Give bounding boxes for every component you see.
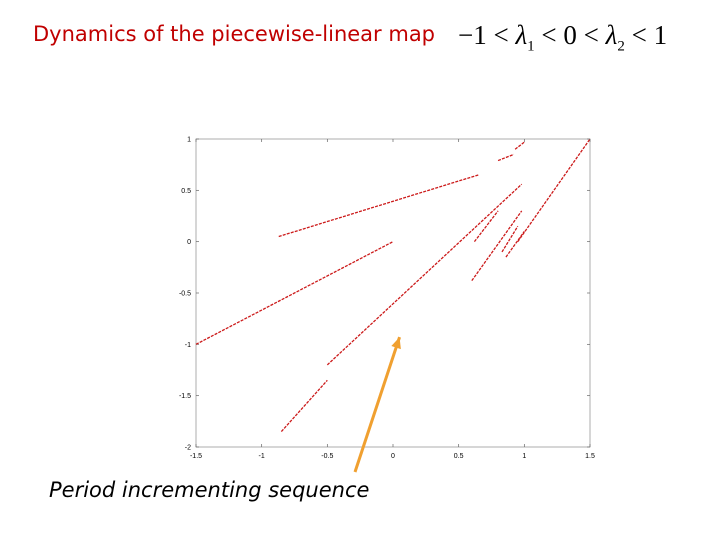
y-tick-label: -1.5	[179, 393, 191, 400]
data-segment	[471, 210, 523, 282]
axes	[195, 138, 591, 448]
x-tick-label: -0.5	[321, 453, 333, 460]
y-tick-label: 0.5	[181, 188, 191, 195]
x-tick-label: 1.5	[585, 453, 595, 460]
slide-title: Dynamics of the piecewise-linear map	[33, 22, 436, 46]
formula-part: −1 <	[458, 20, 516, 50]
subscript: 1	[527, 38, 535, 55]
x-tick-label: 0.5	[454, 453, 464, 460]
data-segment	[278, 174, 479, 238]
data-segment	[473, 210, 499, 243]
x-tick-label: -1	[259, 453, 265, 460]
x-tick-label: 1	[522, 453, 526, 460]
subscript: 2	[617, 38, 625, 55]
arrow-shaft	[353, 336, 401, 473]
data-segment	[497, 153, 515, 162]
y-tick-label: -2	[185, 445, 191, 452]
data-segment	[326, 183, 523, 366]
y-tick-label: 1	[187, 137, 191, 144]
data-segment	[514, 141, 525, 150]
data-segment	[501, 225, 519, 253]
formula-part: < 0 <	[534, 20, 606, 50]
y-tick-label: -0.5	[179, 291, 191, 298]
data-segment	[195, 241, 394, 345]
x-tick-label: -1.5	[190, 453, 202, 460]
x-tick-label: 0	[391, 453, 395, 460]
data-segment	[517, 138, 591, 243]
y-tick-label: 0	[187, 239, 191, 246]
annotation-caption: Period incrementing sequence	[49, 478, 370, 502]
formula-part: < 1	[624, 20, 668, 50]
data-segment	[280, 379, 328, 433]
tick-labels: -1.5 -1 -0.5 0 0.5 1 1.510.50-0.5-1-1.5-2	[179, 137, 595, 461]
lambda-symbol: λ	[605, 20, 618, 50]
data-series	[195, 138, 591, 433]
plot-frame	[195, 138, 591, 448]
y-tick-label: -1	[185, 342, 191, 349]
arrow-head	[391, 337, 401, 350]
annotation-arrow	[353, 336, 401, 473]
lambda-symbol: λ	[515, 20, 528, 50]
eigenvalue-condition: −1 < λ1 < 0 < λ2 < 1	[458, 20, 667, 55]
data-segment	[505, 231, 525, 258]
